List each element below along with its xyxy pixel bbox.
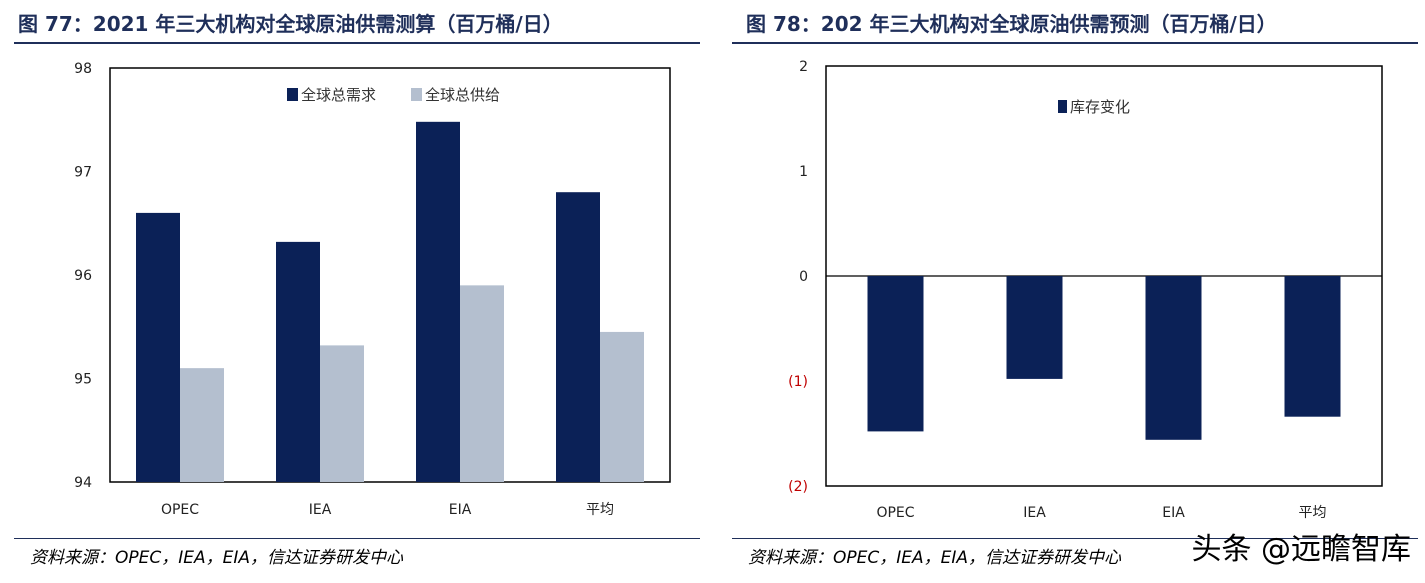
y-tick-label: (1) [788,374,808,390]
y-tick-label: 0 [799,269,808,285]
x-tick-label: IEA [1023,505,1046,521]
bar-supply [600,331,644,482]
bar-inventory-change [1006,276,1063,379]
title-rule [14,42,700,44]
legend-label: 库存变化 [1070,98,1130,116]
chart-panel-inventory-change: 图 78：202 年三大机构对全球原油供需预测（百万桶/日） (2) (1) 0 1 2… [712,0,1425,583]
plot-frame [109,67,671,483]
x-tick-label: OPEC [876,505,914,521]
bar-inventory-change [1145,276,1202,440]
x-tick-label: 平均 [1299,505,1327,521]
legend-label: 全球总供给 [425,86,500,104]
legend-swatch [287,88,298,101]
legend-label: 全球总需求 [301,86,376,104]
source-rule [732,538,1418,539]
y-tick-label: 96 [74,268,92,284]
y-tick-label: 2 [799,59,808,75]
y-tick-label: (2) [788,479,808,495]
chart-title: 图 78：202 年三大机构对全球原油供需预测（百万桶/日） [746,12,1277,36]
x-tick-label: 平均 [586,502,614,518]
bar-chart-supply-demand: 94 95 96 97 98 OPEC IEA EIA 平均 全球总需求 全球总供给 [74,61,671,518]
bar-demand [556,192,600,482]
y-tick-label: 1 [799,164,808,180]
watermark: 头条 @远瞻智库 [1191,532,1411,567]
source-note: 资料来源：OPEC，IEA，EIA，信达证券研发中心 [748,548,1122,568]
y-tick-label: 98 [74,61,92,77]
bar-supply [460,285,504,482]
source-rule [14,538,700,539]
bar-supply [180,368,224,482]
x-tick-label: EIA [449,502,472,518]
bar-inventory-change [867,276,924,432]
source-note: 资料来源：OPEC，IEA，EIA，信达证券研发中心 [30,548,404,568]
chart-panel-supply-demand: 图 77：2021 年三大机构对全球原油供需测算（百万桶/日） 94 95 96 97… [0,0,712,583]
bar-supply [320,345,364,482]
legend-swatch [411,88,422,101]
x-tick-label: IEA [309,502,332,518]
x-tick-label: EIA [1162,505,1185,521]
y-tick-label: 94 [74,475,92,491]
bar-demand [416,121,460,482]
bar-demand [276,241,320,482]
title-rule [732,42,1418,44]
bar-demand [136,212,180,482]
chart-title: 图 77：2021 年三大机构对全球原油供需测算（百万桶/日） [18,12,563,36]
y-tick-label: 95 [74,372,92,388]
bar-chart-inventory-change: (2) (1) 0 1 2 OPEC IEA EIA 平均 库存变化 [788,59,1383,521]
x-tick-label: OPEC [161,502,199,518]
y-tick-label: 97 [74,165,92,181]
legend-swatch [1058,100,1067,113]
bar-inventory-change [1284,276,1341,417]
